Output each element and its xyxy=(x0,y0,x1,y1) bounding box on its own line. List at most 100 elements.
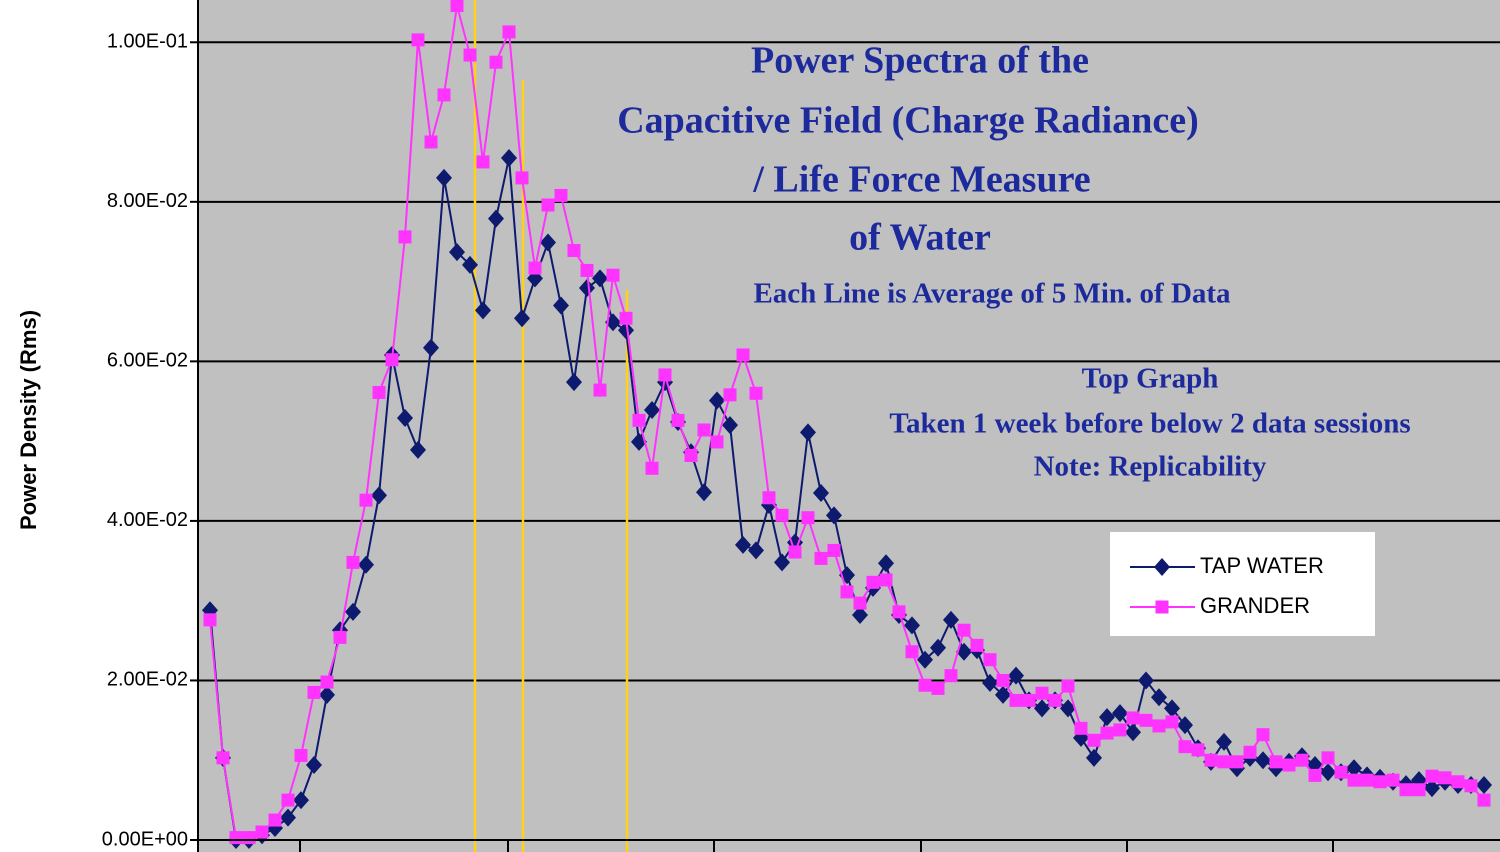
point xyxy=(594,384,607,397)
point xyxy=(945,669,958,682)
point xyxy=(1348,774,1361,787)
point xyxy=(737,348,750,361)
page: {"chart_data": { "type": "line", "title"… xyxy=(0,0,1500,852)
point xyxy=(971,639,984,652)
y-tick-label: 4.00E-02 xyxy=(107,509,188,531)
point xyxy=(373,386,386,399)
point xyxy=(1465,779,1478,792)
point xyxy=(1374,775,1387,788)
point xyxy=(1140,714,1153,727)
point xyxy=(1452,775,1465,788)
point xyxy=(620,312,633,325)
point xyxy=(308,686,321,699)
point xyxy=(438,88,451,101)
point xyxy=(1166,715,1179,728)
point xyxy=(919,679,932,692)
y-axis-title: Power Density (Rms) xyxy=(16,310,41,530)
point xyxy=(464,49,477,62)
point xyxy=(958,624,971,637)
point xyxy=(659,368,672,381)
chart-title: of Water xyxy=(849,217,991,259)
annotation: Top Graph xyxy=(1082,363,1219,395)
point xyxy=(1270,755,1283,768)
point xyxy=(568,244,581,257)
point xyxy=(1075,722,1088,735)
point xyxy=(997,674,1010,687)
point xyxy=(815,552,828,565)
point xyxy=(1023,694,1036,707)
point xyxy=(386,353,399,366)
point xyxy=(1413,783,1426,796)
legend-box xyxy=(1110,532,1375,636)
legend-label: GRANDER xyxy=(1200,593,1310,618)
point xyxy=(425,135,438,148)
point xyxy=(1309,769,1322,782)
chart-subtitle: Each Line is Average of 5 Min. of Data xyxy=(753,278,1231,310)
point xyxy=(581,264,594,277)
point xyxy=(984,653,997,666)
point xyxy=(1335,766,1348,779)
point xyxy=(1361,774,1374,787)
annotation: Note: Replicability xyxy=(1034,451,1267,483)
point xyxy=(542,199,555,212)
point xyxy=(932,682,945,695)
point xyxy=(1192,743,1205,756)
point xyxy=(1257,728,1270,741)
point xyxy=(1322,751,1335,764)
point xyxy=(867,576,880,589)
point xyxy=(724,388,737,401)
point xyxy=(269,814,282,827)
point xyxy=(776,509,789,522)
point xyxy=(412,33,425,46)
point xyxy=(1387,774,1400,787)
point xyxy=(1062,680,1075,693)
point xyxy=(321,676,334,689)
point xyxy=(451,0,464,12)
point xyxy=(1088,734,1101,747)
point xyxy=(1010,694,1023,707)
y-tick-label: 1.00E-01 xyxy=(107,31,188,53)
point xyxy=(854,597,867,610)
chart: Power Spectra of the Capacitive Field (C… xyxy=(0,0,1500,852)
point xyxy=(204,613,217,626)
point xyxy=(490,56,503,69)
point xyxy=(1231,755,1244,768)
point xyxy=(529,262,542,275)
point xyxy=(750,387,763,400)
point xyxy=(1114,723,1127,736)
chart-title: Power Spectra of the xyxy=(751,40,1089,82)
point xyxy=(1156,601,1169,614)
point xyxy=(685,449,698,462)
point xyxy=(1049,694,1062,707)
y-tick-label: 8.00E-02 xyxy=(107,190,188,212)
point xyxy=(1036,687,1049,700)
point xyxy=(1101,727,1114,740)
point xyxy=(698,423,711,436)
point xyxy=(1127,711,1140,724)
chart-title: Capacitive Field (Charge Radiance) xyxy=(617,100,1199,142)
legend: TAP WATER GRANDER xyxy=(1110,532,1375,636)
point xyxy=(906,645,919,658)
point xyxy=(880,573,893,586)
point xyxy=(841,585,854,598)
point xyxy=(633,414,646,427)
point xyxy=(347,556,360,569)
point xyxy=(230,831,243,844)
point xyxy=(672,414,685,427)
point xyxy=(1244,746,1257,759)
point xyxy=(1478,794,1491,807)
point xyxy=(1283,759,1296,772)
point xyxy=(360,494,373,507)
point xyxy=(802,511,815,524)
point xyxy=(217,751,230,764)
point xyxy=(789,546,802,559)
point xyxy=(1153,719,1166,732)
point xyxy=(646,462,659,475)
point xyxy=(503,25,516,38)
y-tick-label: 2.00E-02 xyxy=(107,669,188,691)
point xyxy=(1426,770,1439,783)
point xyxy=(555,189,568,202)
legend-label: TAP WATER xyxy=(1200,553,1324,578)
point xyxy=(1296,754,1309,767)
y-tick-label: 6.00E-02 xyxy=(107,350,188,372)
